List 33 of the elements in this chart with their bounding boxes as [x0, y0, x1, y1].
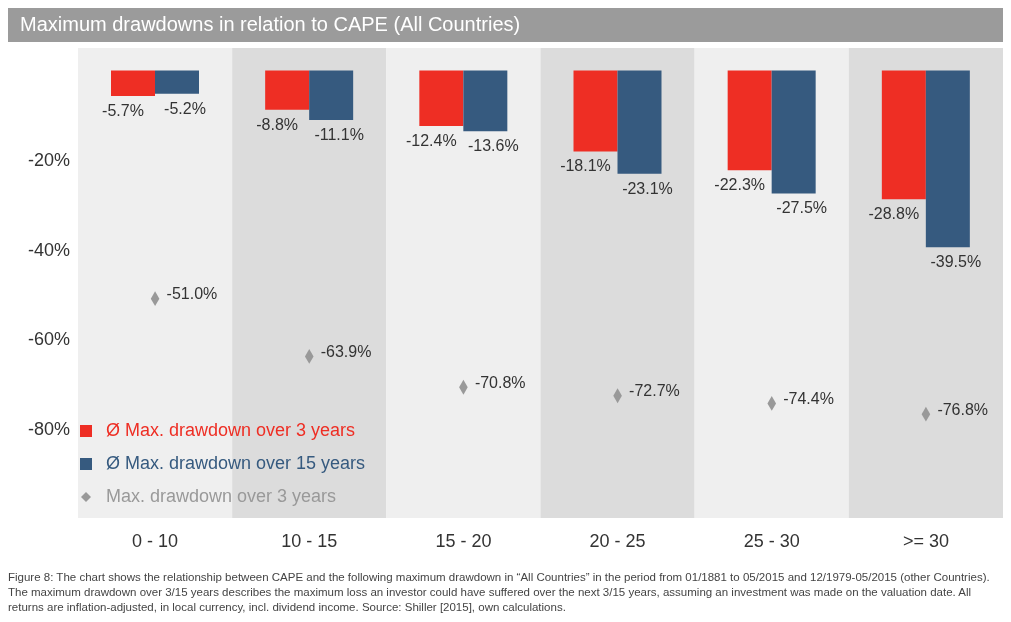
data-label: -5.2%: [164, 99, 206, 117]
data-label: -76.8%: [937, 400, 989, 418]
x-tick-label: 20 - 25: [589, 530, 646, 551]
caption: Figure 8: The chart shows the relationship between CAPE and the following maximum drawdown in “All Countries” in the period from 01/1881 to 05/2015 and 12/1979-05/2015 (other Countries). The maximum drawdown over 3/15 years describes the maximum loss an investor could have suffered over the next 3/15 years, assuming an investment was made on the valuation date. All returns are inflation-adjusted, in local currency, incl. dividend income. Source: Shiller [2015], own calculations.: [8, 570, 991, 615]
x-tick-label: >= 30: [902, 530, 949, 551]
x-tick-label: 10 - 15: [281, 530, 338, 551]
data-label: -72.7%: [629, 382, 680, 400]
legend-label: Ø Max. drawdown over 15 years: [106, 453, 366, 474]
data-label: -13.6%: [467, 137, 519, 155]
data-label: -5.7%: [102, 101, 144, 119]
x-tick-label: 25 - 30: [743, 530, 800, 551]
chart-title: Maximum drawdowns in relation to CAPE (All Countries): [8, 8, 1003, 42]
y-tick-label: -80%: [27, 418, 70, 439]
data-label: -63.9%: [320, 342, 372, 360]
data-label: -39.5%: [930, 253, 982, 271]
y-tick-label: -60%: [27, 329, 70, 350]
legend-label: Ø Max. drawdown over 3 years: [106, 420, 356, 441]
y-tick-label: -40%: [27, 239, 70, 260]
data-label: -8.8%: [256, 115, 299, 133]
data-label: -51.0%: [166, 285, 218, 303]
y-tick-label: -20%: [27, 150, 70, 171]
x-tick-label: 15 - 20: [435, 530, 492, 551]
data-label: -27.5%: [776, 199, 828, 217]
data-label: -70.8%: [474, 373, 526, 391]
data-label: -18.1%: [560, 157, 611, 175]
data-label: -74.4%: [783, 389, 834, 407]
data-label: -11.1%: [314, 126, 364, 144]
data-label: -23.1%: [622, 179, 673, 197]
legend-label: Max. drawdown over 3 years: [106, 486, 337, 507]
data-label: -22.3%: [714, 176, 766, 194]
data-label: -12.4%: [405, 131, 457, 149]
x-tick-label: 0 - 10: [132, 530, 179, 551]
data-label: -28.8%: [868, 205, 920, 223]
